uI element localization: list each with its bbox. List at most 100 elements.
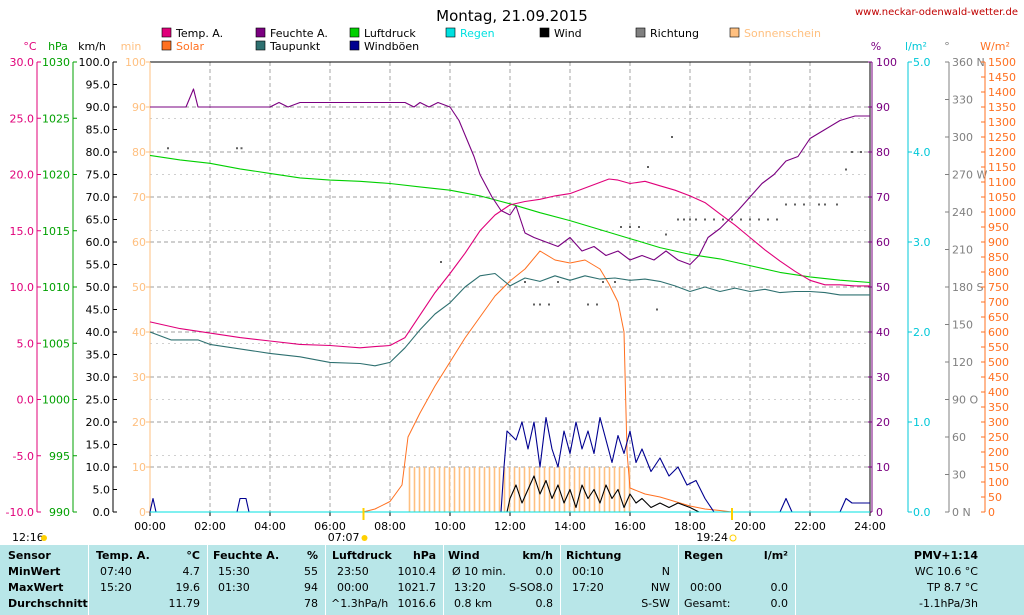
unit-rain: l/m²: [905, 40, 927, 53]
series-wind: [150, 475, 870, 513]
direction-dot: [440, 261, 442, 263]
axis-wm2-label: 1100: [988, 176, 1016, 189]
axis-dir-label: 30: [952, 469, 966, 482]
header-wind: Wind: [448, 549, 480, 562]
axis-pct-label: 40: [876, 326, 890, 339]
axis-wm2-label: 150: [988, 461, 1009, 474]
axis-dir-label: 210: [952, 244, 973, 257]
min-wind-label: Ø 10 min.: [452, 565, 506, 578]
direction-dot: [683, 218, 685, 221]
avg-regen-label: Gesamt:: [684, 597, 731, 610]
series-solar: [150, 250, 870, 513]
axis-kmh-label: 85.0: [86, 124, 111, 137]
axis-time-label: 06:00: [314, 520, 346, 533]
axis-dir-label: 90 O: [952, 394, 978, 407]
axis-wm2-label: 900: [988, 236, 1009, 249]
axis-time-label: 08:00: [374, 520, 406, 533]
axis-min-label: 20: [132, 416, 146, 429]
axis-kmh-label: 65.0: [86, 214, 111, 227]
direction-dot: [695, 218, 697, 221]
legend-label: Luftdruck: [364, 27, 416, 40]
axis-min-label: 60: [132, 236, 146, 249]
axis-pct-label: 90: [876, 101, 890, 114]
axis-hpa-label: 1005: [42, 337, 70, 350]
max-feuchte-value: 94: [304, 581, 318, 594]
direction-dot: [794, 203, 796, 206]
max-label: MaxWert: [8, 581, 64, 594]
unit-temp: °C: [23, 40, 37, 53]
axis-min-label: 70: [132, 191, 146, 204]
avg-druck-value: 1016.6: [397, 597, 437, 610]
legend-swatch: [255, 27, 266, 38]
axis-min-label: 50: [132, 281, 146, 294]
axis-time-label: 24:00: [854, 520, 886, 533]
axis-temp-label: -5.0: [13, 450, 34, 463]
axis-rain-label: 0.0: [913, 506, 931, 519]
legend-label: Richtung: [650, 27, 699, 40]
direction-dot: [836, 203, 838, 206]
axis-dir-label: 120: [952, 356, 973, 369]
culmination-icon: [41, 535, 47, 541]
axis-pct-label: 30: [876, 371, 890, 384]
axis-temp-label: 10.0: [10, 281, 35, 294]
axis-dir-label: 150: [952, 319, 973, 332]
direction-dot: [638, 226, 640, 228]
direction-dot: [620, 226, 622, 228]
min-wind-value: 0.0: [535, 565, 554, 578]
pmv-tp: TP 8.7 °C: [926, 581, 978, 594]
direction-dot: [656, 308, 658, 311]
axis-kmh-label: 10.0: [86, 461, 111, 474]
unit-dir: °: [944, 40, 950, 53]
header-regen-unit: l/m²: [763, 549, 788, 562]
min-druck-time: 23:50: [337, 565, 369, 578]
axis-dir-label: 60: [952, 431, 966, 444]
direction-dot: [803, 203, 805, 206]
axis-wm2-label: 1250: [988, 131, 1016, 144]
header-feuchte-unit: %: [306, 549, 318, 562]
axis-time-label: 14:00: [554, 520, 586, 533]
series-luftdruck: [149, 154, 871, 284]
axis-kmh-label: 35.0: [86, 349, 111, 362]
axis-kmh-label: 55.0: [86, 259, 111, 272]
axis-wm2-label: 500: [988, 356, 1009, 369]
axis-wm2-label: 1050: [988, 191, 1016, 204]
legend-label: Wind: [554, 27, 582, 40]
direction-dot: [596, 303, 598, 306]
direction-dot: [240, 147, 243, 150]
axes: 30.025.020.015.010.05.00.0-5.0-10.010301…: [6, 56, 1016, 533]
direction-dot: [677, 218, 679, 221]
axis-kmh-label: 25.0: [86, 394, 111, 407]
direction-dot: [533, 303, 535, 306]
avg-wind-run: 0.8 km: [454, 597, 493, 610]
axis-kmh-label: 95.0: [86, 79, 111, 92]
site-link[interactable]: www.neckar-odenwald-wetter.de: [855, 7, 1018, 18]
axis-wm2-label: 300: [988, 416, 1009, 429]
axis-dir-label: 0 N: [952, 506, 971, 519]
series-layer: [149, 88, 871, 513]
axis-kmh-label: 80.0: [86, 146, 111, 159]
series-taupunkt: [149, 272, 870, 367]
direction-dot: [845, 168, 847, 171]
direction-dot: [722, 218, 724, 221]
axis-wm2-label: 1350: [988, 101, 1016, 114]
direction-dot: [629, 226, 631, 228]
avg-wind-value: 0.8: [535, 597, 554, 610]
axis-wm2-label: 450: [988, 371, 1009, 384]
min-temp-time: 07:40: [100, 565, 132, 578]
direction-dot: [671, 136, 673, 138]
header-regen: Regen: [684, 549, 724, 562]
axis-min-label: 10: [132, 461, 146, 474]
axis-wm2-label: 50: [988, 491, 1002, 504]
axis-pct-label: 70: [876, 191, 890, 204]
direction-dot: [524, 281, 526, 283]
max-druck-time: 00:00: [337, 581, 369, 594]
header-temp: Temp. A.: [96, 549, 150, 562]
axis-hpa-label: 1025: [42, 112, 70, 125]
sunrise-time: 07:07: [328, 531, 360, 544]
max-feuchte-time: 01:30: [218, 581, 250, 594]
axis-kmh-label: 5.0: [93, 484, 111, 497]
avg-richtung-value: S-SW: [641, 597, 670, 610]
chart-title: Montag, 21.09.2015: [436, 7, 588, 25]
legend-label: Feuchte A.: [270, 27, 328, 40]
direction-dot: [689, 218, 691, 221]
